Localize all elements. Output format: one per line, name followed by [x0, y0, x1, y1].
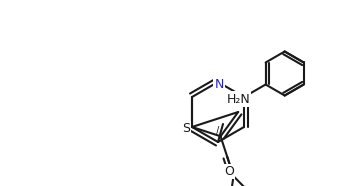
Text: S: S: [182, 123, 190, 135]
Text: O: O: [224, 165, 234, 178]
Text: H₂N: H₂N: [226, 92, 250, 105]
Text: /: /: [216, 126, 220, 136]
Text: N: N: [214, 78, 224, 91]
